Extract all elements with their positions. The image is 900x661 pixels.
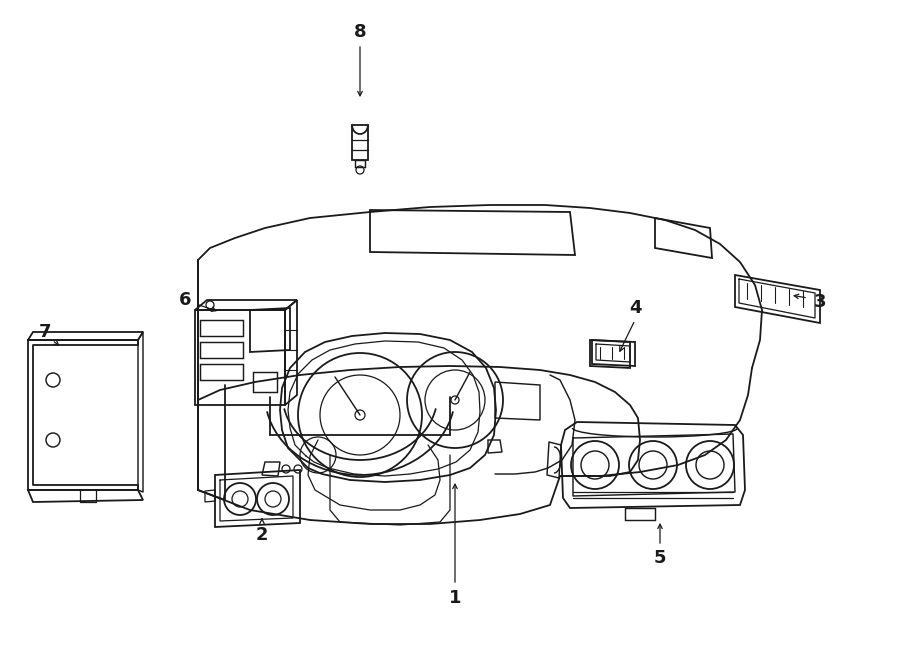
Text: 3: 3 — [814, 293, 826, 311]
Text: 1: 1 — [449, 589, 461, 607]
Text: 5: 5 — [653, 549, 666, 567]
Text: 4: 4 — [629, 299, 641, 317]
Text: 6: 6 — [179, 291, 191, 309]
Text: 8: 8 — [354, 23, 366, 41]
Text: 7: 7 — [39, 323, 51, 341]
Text: 2: 2 — [256, 526, 268, 544]
